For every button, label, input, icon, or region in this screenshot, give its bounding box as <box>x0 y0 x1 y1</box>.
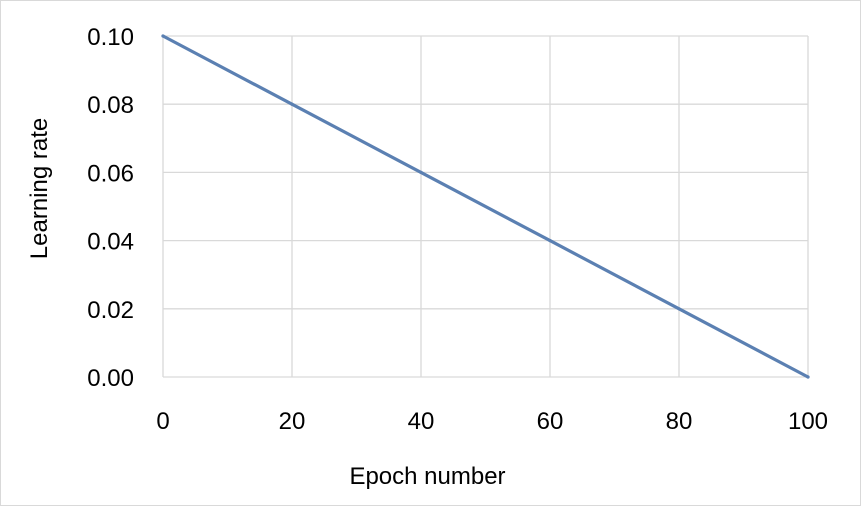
data-point <box>548 239 552 243</box>
x-tick-label: 80 <box>666 408 693 435</box>
grid <box>162 35 809 378</box>
data-point <box>419 170 423 174</box>
y-tick-label: 0.00 <box>87 365 134 392</box>
y-tick-label: 0.10 <box>87 24 134 51</box>
y-axis-title: Learning rate <box>26 118 53 259</box>
x-axis-ticks: 0 20 40 60 80 100 <box>156 408 828 435</box>
series-layer <box>161 34 810 379</box>
x-tick-label: 40 <box>408 408 435 435</box>
x-tick-label: 60 <box>537 408 564 435</box>
data-point <box>290 102 294 106</box>
x-tick-label: 0 <box>156 408 169 435</box>
y-tick-label: 0.08 <box>87 92 134 119</box>
data-point <box>806 375 810 379</box>
y-tick-label: 0.06 <box>87 160 134 187</box>
data-point <box>161 34 165 38</box>
x-tick-label: 20 <box>279 408 306 435</box>
y-axis-ticks: 0.00 0.02 0.04 0.06 0.08 0.10 <box>87 24 134 392</box>
y-tick-label: 0.04 <box>87 229 134 256</box>
data-point <box>677 307 681 311</box>
x-tick-label: 100 <box>788 408 828 435</box>
x-axis-title: Epoch number <box>349 463 505 490</box>
series-line <box>161 34 810 379</box>
y-tick-label: 0.02 <box>87 297 134 324</box>
